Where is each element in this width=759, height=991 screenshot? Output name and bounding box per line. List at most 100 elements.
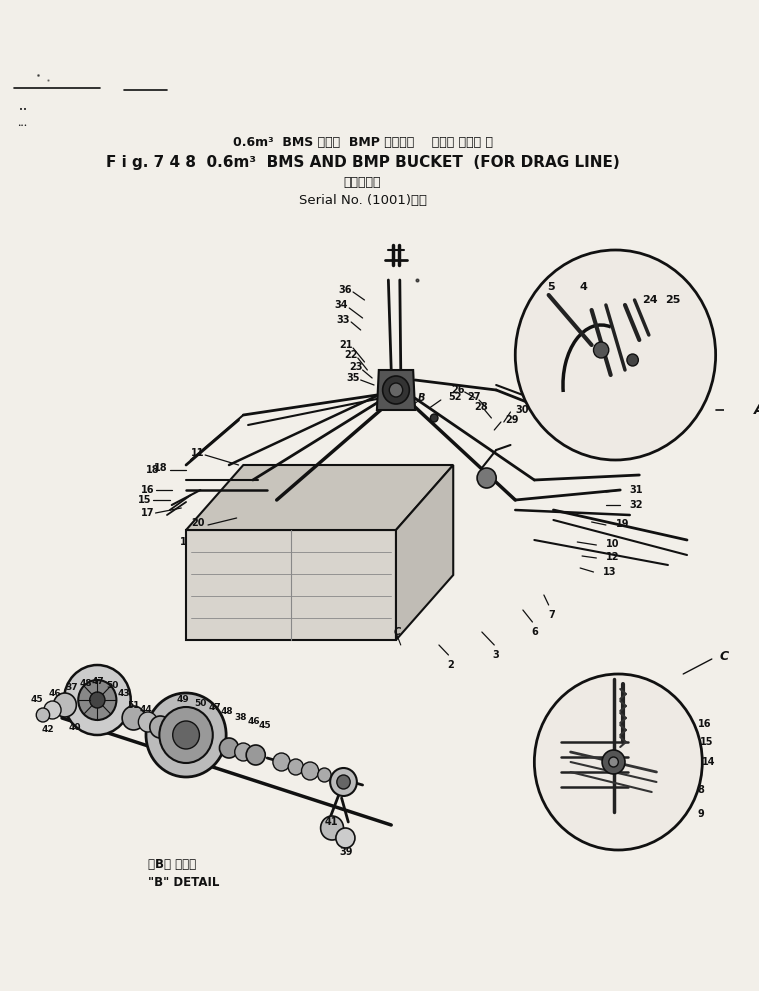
Circle shape: [602, 750, 625, 774]
Text: 34: 34: [335, 300, 348, 310]
Text: 37: 37: [65, 684, 78, 693]
Text: 35: 35: [346, 373, 360, 383]
Text: 30: 30: [515, 405, 529, 415]
Text: 7: 7: [548, 610, 555, 620]
Text: 43: 43: [118, 689, 131, 698]
Text: 42: 42: [42, 725, 54, 734]
Text: 6: 6: [531, 627, 537, 637]
Text: 45: 45: [30, 696, 43, 705]
Text: C: C: [720, 649, 729, 663]
Polygon shape: [186, 465, 453, 530]
Text: （適用号機: （適用号機: [344, 176, 381, 189]
Text: 51: 51: [128, 701, 140, 710]
Text: 15: 15: [138, 495, 152, 505]
Circle shape: [337, 775, 350, 789]
Circle shape: [78, 680, 116, 720]
Text: 2: 2: [447, 660, 454, 670]
Text: 3: 3: [493, 650, 499, 660]
Text: 29: 29: [505, 415, 519, 425]
Text: 『B』 部詳細: 『B』 部詳細: [148, 858, 196, 871]
Text: 16: 16: [141, 485, 155, 495]
Circle shape: [159, 707, 213, 763]
Text: 13: 13: [603, 567, 616, 577]
Circle shape: [515, 250, 716, 460]
Text: C: C: [393, 627, 401, 637]
Text: 39: 39: [339, 847, 353, 857]
Text: 22: 22: [345, 350, 358, 360]
Text: 23: 23: [349, 362, 363, 372]
Text: 18: 18: [153, 463, 167, 473]
Text: Serial No. (1001)～）: Serial No. (1001)～）: [298, 193, 427, 206]
Circle shape: [389, 383, 403, 397]
Circle shape: [330, 768, 357, 796]
Circle shape: [219, 738, 238, 758]
Circle shape: [336, 828, 355, 848]
Text: 33: 33: [337, 315, 350, 325]
Text: 27: 27: [468, 392, 481, 402]
Text: 26: 26: [452, 385, 465, 395]
Text: 17: 17: [141, 508, 155, 518]
Text: 48: 48: [80, 680, 92, 689]
Text: 20: 20: [192, 518, 205, 528]
Text: 18: 18: [146, 465, 159, 475]
Text: 47: 47: [208, 704, 221, 713]
Circle shape: [288, 759, 304, 775]
Text: 52: 52: [449, 392, 462, 402]
Text: 44: 44: [140, 706, 153, 715]
Text: 28: 28: [474, 402, 488, 412]
Text: A: A: [754, 403, 759, 417]
Text: 14: 14: [702, 757, 716, 767]
Text: 32: 32: [630, 500, 644, 510]
Circle shape: [534, 674, 702, 850]
Text: 50: 50: [106, 682, 118, 691]
Circle shape: [122, 706, 145, 730]
Text: 5: 5: [546, 282, 554, 292]
Text: 46: 46: [49, 690, 61, 699]
Circle shape: [146, 693, 226, 777]
Circle shape: [383, 376, 409, 404]
Text: 31: 31: [630, 485, 644, 495]
Circle shape: [90, 692, 105, 708]
Circle shape: [477, 468, 496, 488]
Text: 19: 19: [616, 519, 629, 529]
Text: •••: •••: [17, 123, 27, 128]
Circle shape: [273, 753, 290, 771]
Text: 47: 47: [92, 678, 105, 687]
Circle shape: [64, 665, 131, 735]
Circle shape: [235, 743, 252, 761]
Circle shape: [627, 354, 638, 366]
Text: 8: 8: [698, 785, 704, 795]
Text: 1: 1: [180, 537, 187, 547]
Circle shape: [150, 716, 171, 738]
Text: 40: 40: [68, 723, 80, 732]
Text: 10: 10: [606, 539, 619, 549]
Text: 24: 24: [642, 295, 658, 305]
Text: 12: 12: [606, 552, 619, 562]
Text: 4: 4: [579, 282, 587, 292]
Circle shape: [430, 414, 438, 422]
Text: 45: 45: [259, 721, 272, 730]
Text: 50: 50: [194, 700, 206, 709]
Text: 16: 16: [698, 719, 711, 729]
Circle shape: [53, 693, 77, 717]
Circle shape: [594, 342, 609, 358]
Text: 36: 36: [339, 285, 352, 295]
Text: 41: 41: [324, 817, 338, 827]
Polygon shape: [377, 370, 415, 410]
Text: 25: 25: [665, 295, 680, 305]
Text: 9: 9: [698, 809, 704, 819]
Text: 46: 46: [247, 717, 260, 726]
Circle shape: [44, 701, 61, 719]
Text: ••: ••: [19, 107, 27, 113]
Circle shape: [246, 745, 265, 765]
Circle shape: [609, 757, 619, 767]
Polygon shape: [396, 465, 453, 640]
Polygon shape: [186, 530, 396, 640]
Circle shape: [173, 721, 200, 749]
Circle shape: [301, 762, 319, 780]
Text: B: B: [418, 393, 426, 403]
Circle shape: [318, 768, 331, 782]
Text: "B" DETAIL: "B" DETAIL: [148, 875, 219, 889]
Text: 48: 48: [221, 708, 234, 716]
Text: 21: 21: [339, 340, 353, 350]
